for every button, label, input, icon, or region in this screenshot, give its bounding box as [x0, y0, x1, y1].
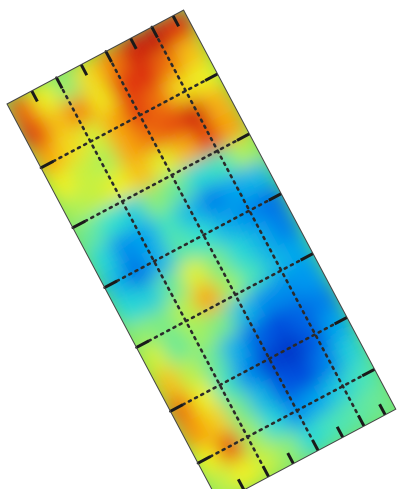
heatmap-cells: [4, 7, 398, 489]
heatmap-panel: [4, 7, 398, 489]
